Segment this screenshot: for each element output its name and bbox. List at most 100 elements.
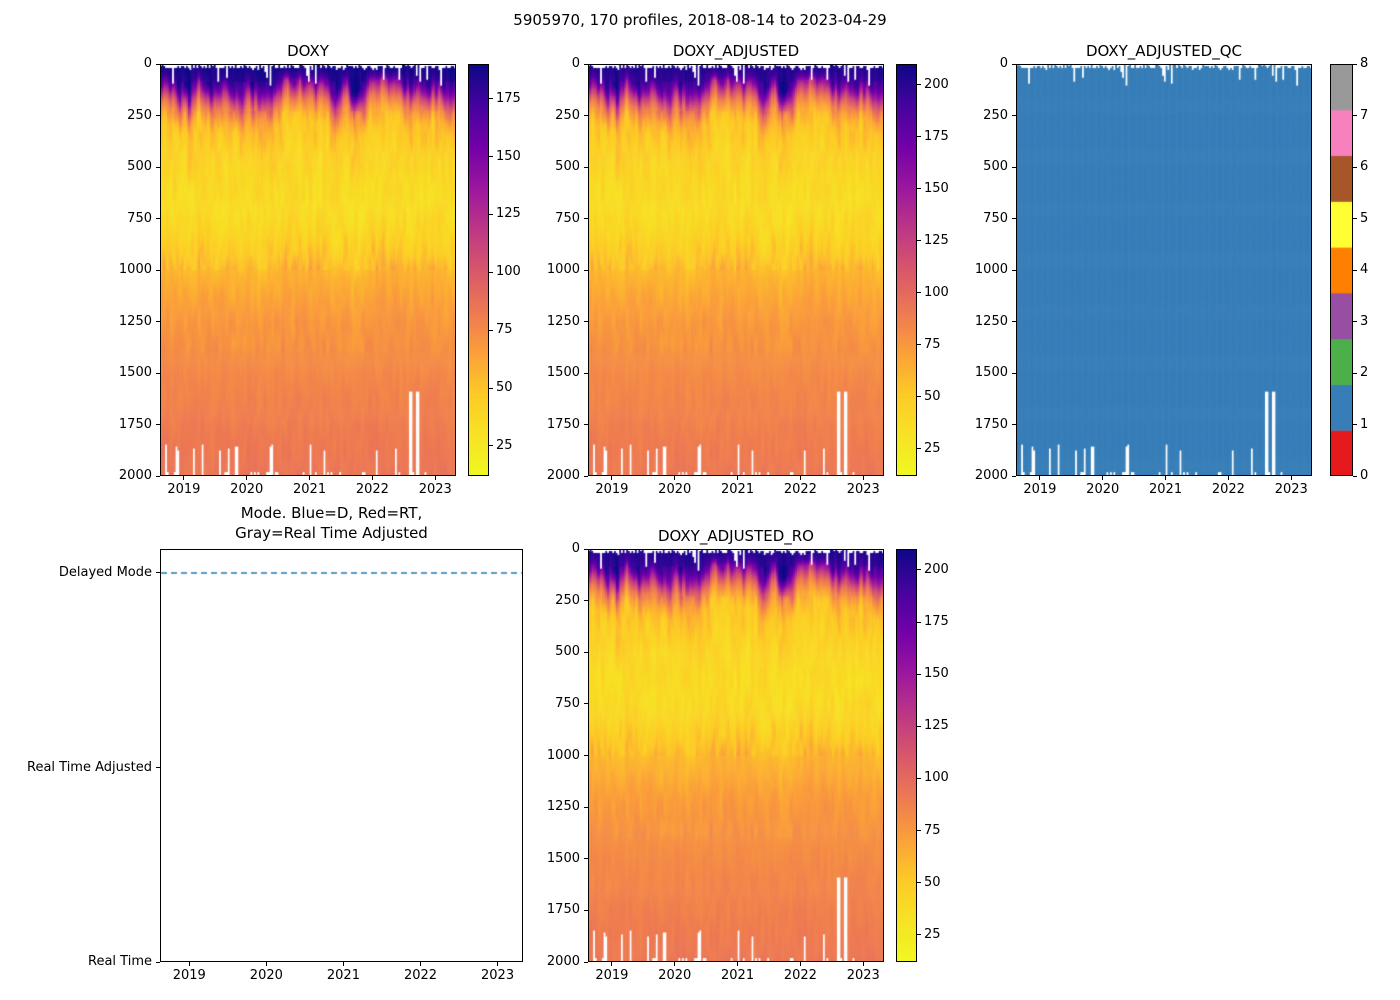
doxy-adjusted-ro-heatmap-panel xyxy=(588,549,884,962)
mode-plot-canvas xyxy=(160,549,523,962)
y-tick-mark xyxy=(584,115,588,116)
colorbar-tick-mark xyxy=(489,329,493,331)
x-tick-mark xyxy=(183,476,185,480)
colorbar-tick-label: 3 xyxy=(1360,313,1369,329)
colorbar-tick-mark xyxy=(1353,269,1357,271)
y-tick-label: 1250 xyxy=(974,313,1008,329)
colorbar-tick-mark xyxy=(917,673,921,675)
y-tick-mark xyxy=(156,572,160,574)
doxy-adjusted-heatmap-panel xyxy=(588,64,884,476)
y-tick-mark xyxy=(156,269,160,271)
x-tick-label: 2021 xyxy=(721,968,755,983)
colorbar-tick-mark xyxy=(917,396,921,398)
x-tick-label: 2021 xyxy=(721,482,755,497)
x-tick-mark xyxy=(1290,476,1292,480)
colorbar-tick-label: 2 xyxy=(1360,365,1369,380)
y-tick-label: 0 xyxy=(999,56,1008,71)
y-tick-label: 500 xyxy=(555,644,580,660)
y-tick-label: 1000 xyxy=(974,262,1008,277)
x-tick-label: 2019 xyxy=(595,482,629,497)
y-category-label: Real Time xyxy=(88,954,152,969)
x-tick-label: 2019 xyxy=(595,968,629,983)
x-tick-label: 2019 xyxy=(1023,482,1057,497)
x-tick-mark xyxy=(371,476,373,480)
colorbar-tick-label: 25 xyxy=(924,440,941,456)
colorbar-tick-label: 7 xyxy=(1360,107,1369,123)
doxy-adjusted-colorbar xyxy=(896,64,917,476)
colorbar-tick-mark xyxy=(489,156,493,158)
y-tick-mark xyxy=(584,651,588,653)
y-tick-mark xyxy=(1012,218,1016,219)
x-tick-label: 2023 xyxy=(846,968,880,983)
x-tick-label: 2022 xyxy=(355,482,389,497)
y-tick-mark xyxy=(156,63,160,65)
colorbar-tick-label: 175 xyxy=(924,614,949,629)
colorbar-tick-mark xyxy=(917,569,921,571)
panel-title-doxy-adjusted-qc: DOXY_ADJUSTED_QC xyxy=(1085,42,1243,60)
x-tick-label: 2019 xyxy=(172,968,206,983)
x-tick-mark xyxy=(309,476,311,480)
y-tick-label: 1000 xyxy=(546,747,580,763)
y-tick-label: 0 xyxy=(143,56,152,71)
colorbar-tick-mark xyxy=(917,830,921,832)
y-tick-label: 1750 xyxy=(546,902,580,918)
y-tick-label: 250 xyxy=(127,107,152,123)
doxy-adjusted-ro-plot-canvas xyxy=(588,549,884,962)
y-tick-label: 2000 xyxy=(546,954,580,969)
doxy-adjusted-ro-colorbar-canvas xyxy=(896,549,917,962)
y-category-label: Real Time Adjusted xyxy=(27,759,152,775)
y-tick-mark xyxy=(1012,372,1016,374)
colorbar-tick-label: 50 xyxy=(496,380,513,396)
x-tick-mark xyxy=(737,476,739,480)
y-tick-label: 1500 xyxy=(546,365,580,380)
y-tick-mark xyxy=(1012,475,1016,477)
y-tick-label: 750 xyxy=(555,210,580,226)
doxy-adjusted-colorbar-canvas xyxy=(896,64,917,476)
y-tick-mark xyxy=(584,218,588,219)
colorbar-tick-mark xyxy=(917,934,921,936)
y-tick-label: 0 xyxy=(571,541,580,556)
colorbar-tick-mark xyxy=(917,725,921,727)
colorbar-tick-label: 150 xyxy=(924,666,949,682)
x-tick-label: 2022 xyxy=(783,968,817,983)
y-tick-label: 750 xyxy=(127,210,152,226)
doxy-plot-canvas xyxy=(160,64,456,476)
doxy-adjusted-qc-colorbar xyxy=(1330,64,1353,476)
y-tick-label: 250 xyxy=(555,107,580,123)
colorbar-tick-label: 175 xyxy=(924,128,949,144)
colorbar-tick-mark xyxy=(917,292,921,294)
y-tick-label: 1000 xyxy=(546,262,580,277)
y-tick-label: 1250 xyxy=(118,313,152,329)
colorbar-tick-label: 200 xyxy=(924,561,949,577)
x-tick-mark xyxy=(497,962,499,966)
y-tick-mark xyxy=(156,321,160,322)
x-tick-mark xyxy=(419,962,421,966)
colorbar-tick-mark xyxy=(1353,166,1357,168)
doxy-adjusted-qc-colorbar-canvas xyxy=(1330,64,1353,476)
y-tick-label: 1750 xyxy=(546,416,580,432)
panel-title-mode: Mode. Blue=D, Red=RT, Gray=Real Time Adj… xyxy=(235,504,428,542)
x-tick-mark xyxy=(674,962,676,966)
colorbar-tick-mark xyxy=(1353,115,1357,116)
colorbar-tick-label: 75 xyxy=(924,822,941,838)
colorbar-tick-label: 100 xyxy=(924,770,949,786)
y-tick-label: 0 xyxy=(571,56,580,71)
y-tick-mark xyxy=(156,961,160,963)
doxy-adjusted-qc-plot-canvas xyxy=(1016,64,1312,476)
y-tick-mark xyxy=(584,321,588,322)
colorbar-tick-mark xyxy=(917,188,921,190)
x-tick-mark xyxy=(737,962,739,966)
y-tick-mark xyxy=(584,961,588,963)
doxy-adjusted-ro-colorbar xyxy=(896,549,917,962)
x-tick-label: 2022 xyxy=(783,482,817,497)
x-tick-label: 2019 xyxy=(167,482,201,497)
x-tick-mark xyxy=(188,962,190,966)
y-tick-label: 1750 xyxy=(974,416,1008,432)
x-tick-mark xyxy=(799,962,801,966)
y-tick-label: 1250 xyxy=(546,799,580,815)
x-tick-mark xyxy=(265,962,267,966)
x-tick-mark xyxy=(1227,476,1229,480)
doxy-adjusted-plot-canvas xyxy=(588,64,884,476)
y-tick-label: 750 xyxy=(983,210,1008,226)
colorbar-tick-mark xyxy=(489,98,493,100)
